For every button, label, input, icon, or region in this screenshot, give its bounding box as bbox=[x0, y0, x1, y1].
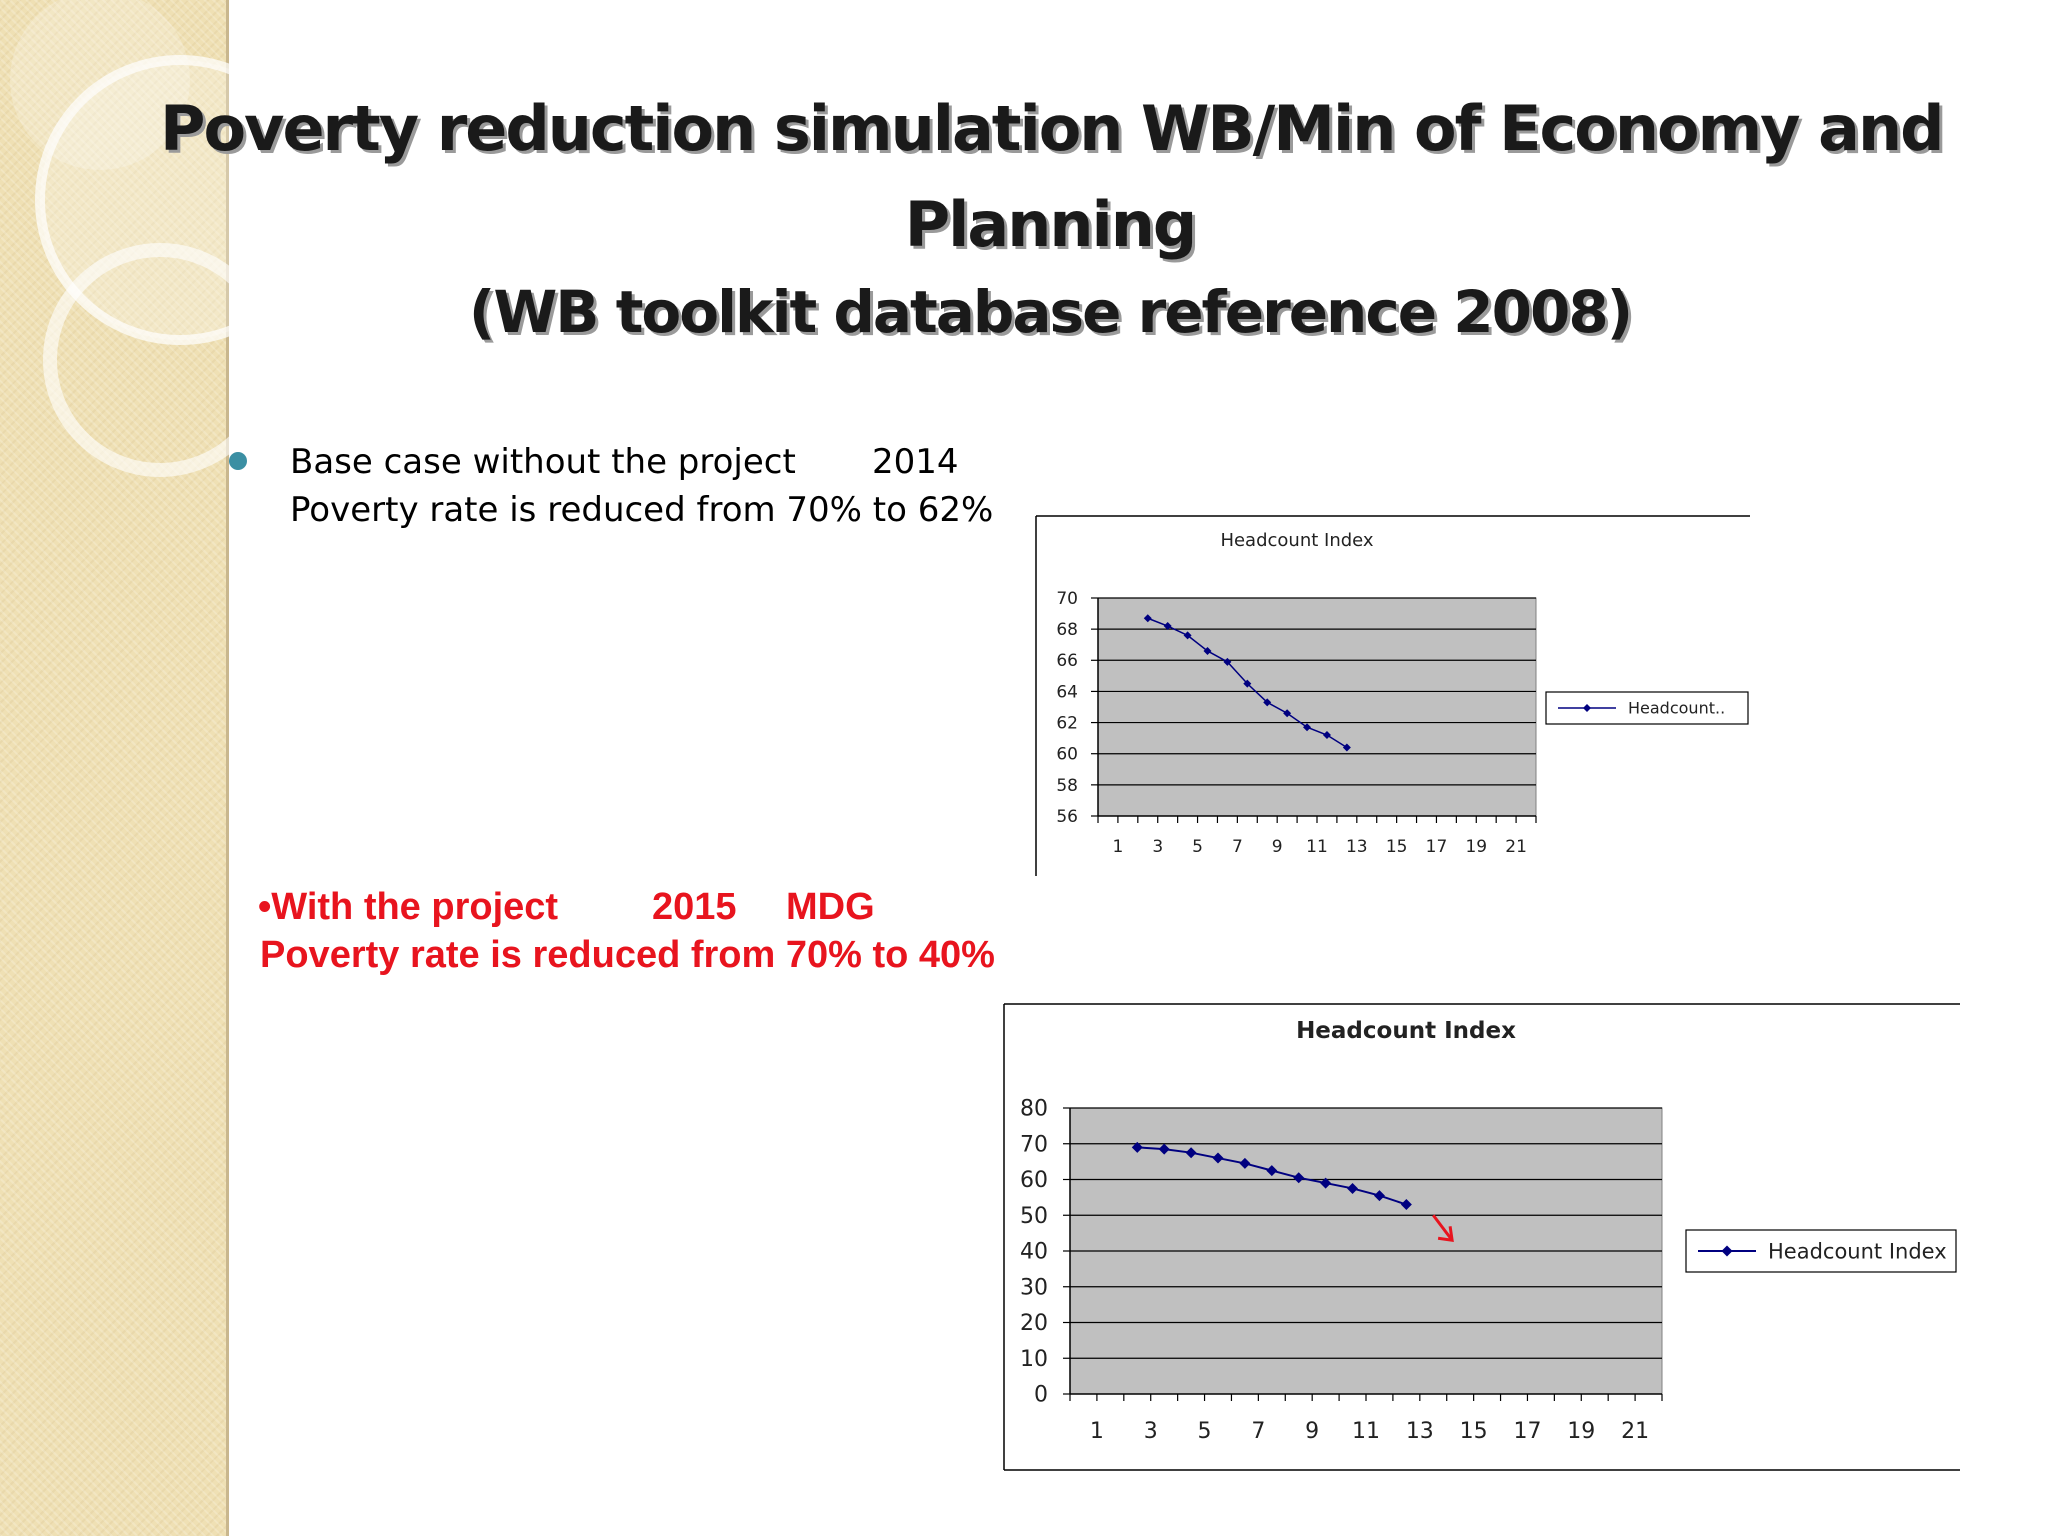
side-band-edge bbox=[226, 0, 229, 1536]
slide-title-line-2: Planning bbox=[904, 188, 1198, 261]
y-tick-label: 68 bbox=[1056, 620, 1078, 640]
decorative-ring-fill bbox=[10, 0, 190, 170]
slide-subtitle: (WB toolkit database reference 2008) bbox=[468, 278, 1633, 346]
y-tick-label: 40 bbox=[1020, 1240, 1048, 1265]
series-point bbox=[1223, 657, 1232, 666]
y-tick-label: 30 bbox=[1020, 1275, 1048, 1300]
series-point bbox=[1373, 1190, 1385, 1202]
trend-arrow-head bbox=[1437, 1226, 1454, 1243]
project-result: Poverty rate is reduced from 70% to 40% bbox=[260, 934, 995, 976]
series-point bbox=[1266, 1165, 1278, 1177]
y-tick-label: 58 bbox=[1056, 776, 1078, 796]
y-tick-label: 62 bbox=[1056, 714, 1078, 734]
x-tick-label: 3 bbox=[1144, 1419, 1158, 1444]
x-tick-label: 3 bbox=[1152, 837, 1163, 857]
legend-label: Headcount Index bbox=[1768, 1239, 1947, 1263]
plot-area bbox=[1097, 597, 1537, 817]
series-point bbox=[1293, 1172, 1305, 1184]
series-point bbox=[1322, 731, 1331, 740]
series-point bbox=[1239, 1157, 1251, 1169]
base-case-label: Base case without the project bbox=[290, 442, 796, 482]
project-year: 2015 bbox=[652, 886, 737, 928]
x-tick-label: 13 bbox=[1346, 837, 1368, 857]
x-tick-label: 15 bbox=[1386, 837, 1408, 857]
chart-title: Headcount Index bbox=[1220, 530, 1373, 551]
series-point bbox=[1303, 723, 1312, 732]
y-tick-label: 50 bbox=[1020, 1204, 1048, 1229]
x-tick-label: 7 bbox=[1232, 837, 1243, 857]
x-tick-label: 1 bbox=[1112, 837, 1123, 857]
y-tick-label: 0 bbox=[1034, 1383, 1048, 1408]
decorative-ring-small bbox=[43, 243, 240, 477]
series-point bbox=[1320, 1177, 1332, 1189]
legend-label: Headcount.. bbox=[1628, 699, 1725, 718]
series-point bbox=[1263, 698, 1272, 707]
series-point bbox=[1347, 1182, 1359, 1194]
x-tick-label: 7 bbox=[1251, 1419, 1265, 1444]
y-tick-label: 70 bbox=[1020, 1132, 1048, 1157]
series-point bbox=[1212, 1152, 1224, 1164]
series-point bbox=[1183, 631, 1192, 640]
series-point bbox=[1400, 1199, 1412, 1211]
x-tick-label: 9 bbox=[1272, 837, 1283, 857]
y-tick-label: 80 bbox=[1020, 1097, 1048, 1122]
series-point bbox=[1143, 614, 1152, 623]
x-tick-label: 19 bbox=[1567, 1419, 1595, 1444]
series-point bbox=[1243, 679, 1252, 688]
x-tick-label: 5 bbox=[1192, 837, 1203, 857]
x-tick-label: 19 bbox=[1465, 837, 1487, 857]
y-tick-label: 70 bbox=[1056, 589, 1078, 609]
decorative-rings bbox=[10, 0, 240, 477]
x-tick-label: 21 bbox=[1505, 837, 1527, 857]
y-tick-label: 60 bbox=[1020, 1168, 1048, 1193]
bullet-icon bbox=[229, 452, 247, 470]
legend-marker bbox=[1721, 1245, 1733, 1257]
x-tick-label: 17 bbox=[1513, 1419, 1541, 1444]
slide-title-line-1: Poverty reduction simulation WB/Min of E… bbox=[160, 92, 1945, 165]
x-tick-label: 11 bbox=[1306, 837, 1328, 857]
series-point bbox=[1283, 709, 1292, 718]
x-tick-label: 15 bbox=[1460, 1419, 1488, 1444]
series-point bbox=[1185, 1147, 1197, 1159]
base-case-year: 2014 bbox=[872, 442, 959, 482]
series-point bbox=[1203, 646, 1212, 655]
project-mdg: MDG bbox=[786, 886, 875, 928]
y-tick-label: 64 bbox=[1056, 682, 1078, 702]
x-tick-label: 13 bbox=[1406, 1419, 1434, 1444]
series-point bbox=[1163, 622, 1172, 631]
x-tick-label: 5 bbox=[1198, 1419, 1212, 1444]
y-tick-label: 66 bbox=[1056, 651, 1078, 671]
x-tick-label: 17 bbox=[1426, 837, 1448, 857]
project-label: •With the project bbox=[258, 886, 559, 928]
y-tick-label: 10 bbox=[1020, 1347, 1048, 1372]
chart-title: Headcount Index bbox=[1296, 1018, 1516, 1044]
x-tick-label: 21 bbox=[1621, 1419, 1649, 1444]
y-tick-label: 56 bbox=[1056, 807, 1078, 827]
series-point bbox=[1158, 1143, 1170, 1155]
x-tick-label: 11 bbox=[1352, 1419, 1380, 1444]
x-tick-label: 1 bbox=[1090, 1419, 1104, 1444]
series-point bbox=[1342, 743, 1351, 752]
y-tick-label: 60 bbox=[1056, 745, 1078, 765]
x-tick-label: 9 bbox=[1305, 1419, 1319, 1444]
base-case-result: Poverty rate is reduced from 70% to 62% bbox=[290, 490, 994, 530]
y-tick-label: 20 bbox=[1020, 1311, 1048, 1336]
series-point bbox=[1131, 1141, 1143, 1153]
trend-arrow-shaft bbox=[1432, 1214, 1454, 1242]
legend-marker bbox=[1583, 704, 1591, 712]
